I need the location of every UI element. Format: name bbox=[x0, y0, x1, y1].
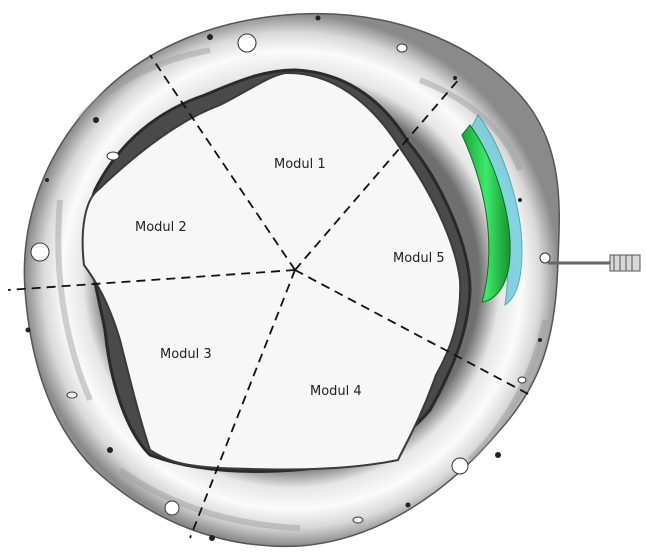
probe-icon bbox=[548, 254, 641, 272]
port bbox=[517, 376, 527, 384]
shell-ports bbox=[30, 33, 551, 524]
module-label-1: Modul 1 bbox=[274, 157, 326, 172]
port bbox=[106, 151, 120, 161]
divider-line bbox=[294, 77, 461, 271]
port bbox=[451, 457, 469, 475]
module-labels: Modul 1 Modul 2 Modul 3 Modul 4 Modul 5 bbox=[135, 157, 445, 399]
divider-line bbox=[149, 54, 296, 271]
port bbox=[30, 242, 50, 262]
module-label-4: Modul 4 bbox=[310, 384, 362, 399]
ring-shadow-band bbox=[55, 47, 548, 531]
shell-dark-spots bbox=[25, 15, 542, 541]
blanket-insert bbox=[461, 114, 523, 307]
divider-line bbox=[7, 269, 296, 291]
port bbox=[539, 252, 551, 264]
port bbox=[396, 43, 408, 53]
port bbox=[352, 516, 364, 524]
module-dividers bbox=[7, 54, 531, 539]
module-label-3: Modul 3 bbox=[160, 347, 212, 362]
module-label-2: Modul 2 bbox=[135, 220, 187, 235]
insert-green-layer bbox=[461, 124, 511, 303]
port bbox=[164, 500, 180, 516]
divider-line bbox=[189, 269, 296, 539]
port bbox=[66, 391, 78, 399]
port bbox=[237, 33, 257, 53]
module-label-5: Modul 5 bbox=[393, 251, 445, 266]
